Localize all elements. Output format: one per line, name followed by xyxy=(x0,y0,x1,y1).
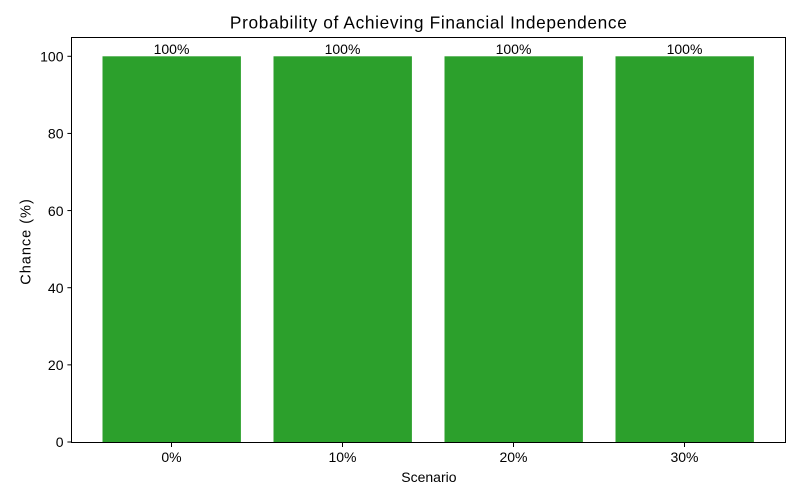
svg-text:100%: 100% xyxy=(667,41,703,57)
svg-text:20%: 20% xyxy=(499,449,527,465)
svg-text:80: 80 xyxy=(48,126,64,142)
svg-text:20: 20 xyxy=(48,357,64,373)
svg-text:0%: 0% xyxy=(161,449,181,465)
svg-text:Probability of Achieving Finan: Probability of Achieving Financial Indep… xyxy=(230,13,628,33)
svg-text:30%: 30% xyxy=(670,449,698,465)
svg-text:Scenario: Scenario xyxy=(401,469,456,485)
svg-text:100%: 100% xyxy=(496,41,532,57)
svg-text:100%: 100% xyxy=(325,41,361,57)
svg-text:60: 60 xyxy=(48,203,64,219)
svg-text:40: 40 xyxy=(48,280,64,296)
svg-text:0: 0 xyxy=(56,434,64,450)
svg-text:10%: 10% xyxy=(328,449,356,465)
svg-text:100%: 100% xyxy=(154,41,190,57)
svg-text:Chance (%): Chance (%) xyxy=(19,198,35,285)
svg-text:100: 100 xyxy=(40,49,64,65)
